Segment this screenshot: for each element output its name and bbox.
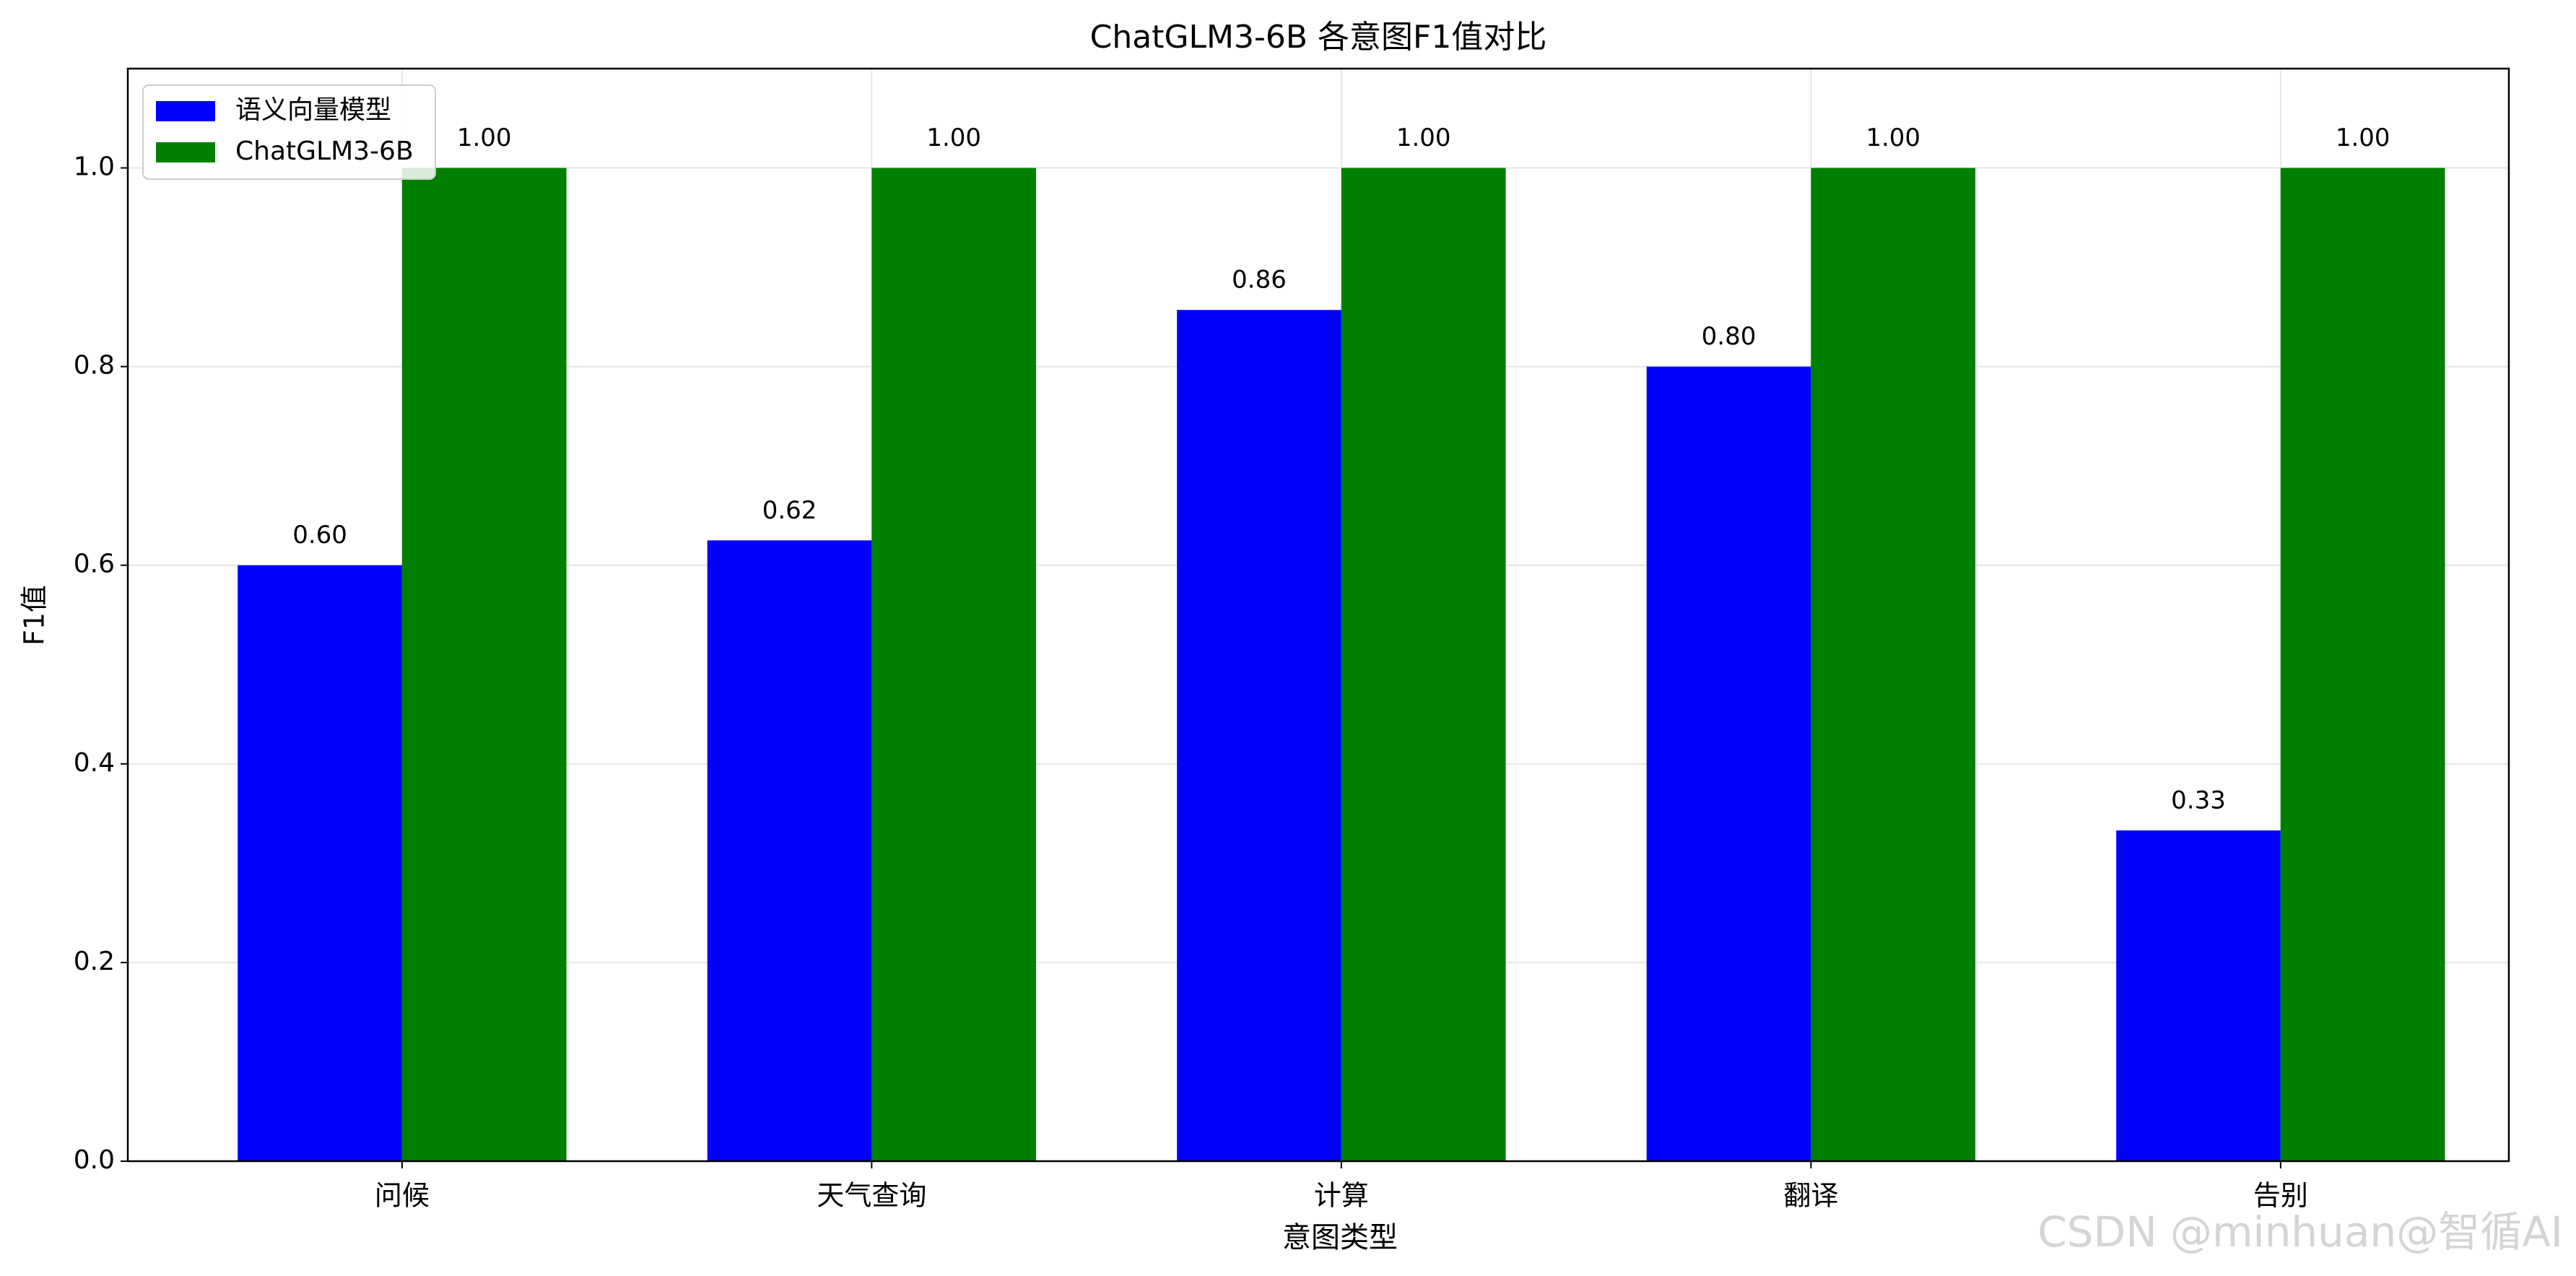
y-tick-label: 1.0 <box>74 152 115 182</box>
x-axis-label: 意图类型 <box>1282 1221 1398 1254</box>
bar <box>1646 366 1811 1161</box>
value-label: 1.00 <box>926 123 981 152</box>
bar <box>1341 168 1506 1162</box>
legend-swatch <box>156 142 215 162</box>
value-label: 0.86 <box>1232 266 1287 295</box>
y-tick-label: 0.6 <box>74 550 115 579</box>
y-tick-label: 0.4 <box>74 748 115 778</box>
y-tick-label: 0.0 <box>74 1145 115 1175</box>
bar <box>401 168 567 1162</box>
bar <box>1177 310 1341 1161</box>
x-tick-label: 计算 <box>1314 1180 1369 1212</box>
x-tick-label: 告别 <box>2253 1180 2308 1212</box>
y-tick-label: 0.8 <box>74 351 115 381</box>
value-label: 1.00 <box>1396 123 1451 152</box>
bar <box>2280 168 2445 1162</box>
value-label: 0.62 <box>762 496 817 525</box>
bar <box>707 540 872 1161</box>
value-label: 1.00 <box>457 123 512 152</box>
legend-label: 语义向量模型 <box>235 95 391 125</box>
value-label: 0.33 <box>2171 786 2226 815</box>
plot-frame <box>126 67 2510 1163</box>
legend-label: ChatGLM3-6B <box>235 136 414 166</box>
bar <box>238 565 402 1161</box>
y-axis-label: F1值 <box>19 585 51 646</box>
watermark: CSDN @minhuan@智循AI <box>2037 1207 2563 1257</box>
legend-swatch <box>156 101 215 121</box>
legend-box <box>142 84 436 180</box>
bar <box>871 168 1037 1162</box>
x-tick-label: 问候 <box>375 1180 430 1212</box>
value-label: 0.60 <box>292 521 347 550</box>
bar <box>2116 830 2281 1161</box>
bar <box>1811 168 1976 1162</box>
value-label: 0.80 <box>1702 322 1757 351</box>
chart-title: ChatGLM3-6B 各意图F1值对比 <box>1090 19 1547 56</box>
value-label: 1.00 <box>1866 123 1920 152</box>
x-tick-label: 翻译 <box>1783 1180 1838 1212</box>
value-label: 1.00 <box>2336 123 2390 152</box>
y-tick-label: 0.2 <box>74 947 115 976</box>
x-tick-label: 天气查询 <box>817 1180 926 1212</box>
